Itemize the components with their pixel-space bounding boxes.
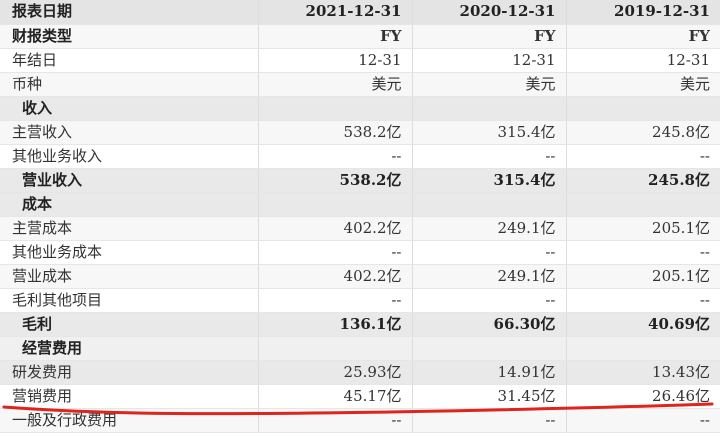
cell-value: FY: [566, 24, 720, 49]
cell-value: [412, 336, 567, 361]
table-row-year-end: 年结日 12-31 12-31 12-31: [0, 48, 720, 73]
cell-value: --: [566, 240, 720, 265]
cell-value: 245.8亿: [566, 120, 720, 145]
cell-value: [412, 192, 567, 217]
row-label: 营业收入: [0, 168, 259, 193]
cell-value: 402.2亿: [258, 264, 413, 289]
header-col-2020[interactable]: 2020-12-31: [412, 0, 567, 25]
cell-value: [258, 192, 413, 217]
cell-value: 25.93亿: [258, 360, 413, 385]
cell-value: 205.1亿: [566, 216, 720, 241]
cell-value: 美元: [412, 72, 567, 97]
cell-value: --: [412, 240, 567, 265]
cell-value: 12-31: [412, 48, 567, 73]
table-row-marketing-expense: 营销费用 45.17亿 31.45亿 26.46亿: [0, 384, 720, 409]
cell-value: --: [258, 408, 413, 433]
cell-value: --: [412, 288, 567, 313]
table-row-operating-cost: 营业成本 402.2亿 249.1亿 205.1亿: [0, 264, 720, 289]
header-col-2021[interactable]: 2021-12-31: [258, 0, 413, 25]
section-row-cost: 成本: [0, 192, 720, 217]
section-label: 收入: [0, 96, 259, 121]
table-row-ga-expense: 一般及行政费用 -- -- --: [0, 408, 720, 433]
cell-value: [258, 336, 413, 361]
cell-value: [412, 96, 567, 121]
row-label: 其他业务收入: [0, 144, 259, 169]
table-row-currency: 币种 美元 美元 美元: [0, 72, 720, 97]
cell-value: 136.1亿: [258, 312, 413, 337]
cell-value: 美元: [258, 72, 413, 97]
table-row-other-cost: 其他业务成本 -- -- --: [0, 240, 720, 265]
cell-value: --: [258, 288, 413, 313]
header-label: 报表日期: [0, 0, 259, 25]
table-row-gross-profit: 毛利 136.1亿 66.30亿 40.69亿: [0, 312, 720, 337]
cell-value: 315.4亿: [412, 168, 567, 193]
section-row-revenue: 收入: [0, 96, 720, 121]
cell-value: FY: [258, 24, 413, 49]
table-row-other-revenue: 其他业务收入 -- -- --: [0, 144, 720, 169]
table-row-operating-revenue: 营业收入 538.2亿 315.4亿 245.8亿: [0, 168, 720, 193]
cell-value: [258, 96, 413, 121]
cell-value: 538.2亿: [258, 120, 413, 145]
cell-value: --: [258, 240, 413, 265]
section-label: 成本: [0, 192, 259, 217]
cell-value: 315.4亿: [412, 120, 567, 145]
cell-value: 402.2亿: [258, 216, 413, 241]
row-label: 营业成本: [0, 264, 259, 289]
cell-value: [566, 336, 720, 361]
cell-value: 66.30亿: [412, 312, 567, 337]
cell-value: 249.1亿: [412, 264, 567, 289]
row-label: 主营收入: [0, 120, 259, 145]
cell-value: [566, 96, 720, 121]
header-col-2019[interactable]: 2019-12-31: [566, 0, 720, 25]
cell-value: 249.1亿: [412, 216, 567, 241]
cell-value: --: [258, 144, 413, 169]
table-row-main-cost: 主营成本 402.2亿 249.1亿 205.1亿: [0, 216, 720, 241]
row-label: 毛利: [0, 312, 259, 337]
cell-value: 31.45亿: [412, 384, 567, 409]
table-row-report-type: 财报类型 FY FY FY: [0, 24, 720, 49]
cell-value: --: [566, 144, 720, 169]
table-row-gross-profit-other: 毛利其他项目 -- -- --: [0, 288, 720, 313]
table-row-rd-expense: 研发费用 25.93亿 14.91亿 13.43亿: [0, 360, 720, 385]
row-label: 财报类型: [0, 24, 259, 49]
cell-value: [566, 192, 720, 217]
cell-value: 40.69亿: [566, 312, 720, 337]
cell-value: 45.17亿: [258, 384, 413, 409]
row-label: 一般及行政费用: [0, 408, 259, 433]
row-label: 研发费用: [0, 360, 259, 385]
row-label: 其他业务成本: [0, 240, 259, 265]
cell-value: 美元: [566, 72, 720, 97]
cell-value: --: [566, 288, 720, 313]
cell-value: 14.91亿: [412, 360, 567, 385]
section-row-operating-expenses: 经营费用: [0, 336, 720, 361]
cell-value: 13.43亿: [566, 360, 720, 385]
cell-value: --: [412, 408, 567, 433]
row-label: 主营成本: [0, 216, 259, 241]
cell-value: FY: [412, 24, 567, 49]
table-row-main-revenue: 主营收入 538.2亿 315.4亿 245.8亿: [0, 120, 720, 145]
cell-value: 245.8亿: [566, 168, 720, 193]
section-label: 经营费用: [0, 336, 259, 361]
cell-value: --: [566, 408, 720, 433]
cell-value: 12-31: [566, 48, 720, 73]
cell-value: 205.1亿: [566, 264, 720, 289]
row-label: 营销费用: [0, 384, 259, 409]
row-label: 年结日: [0, 48, 259, 73]
cell-value: --: [412, 144, 567, 169]
row-label: 毛利其他项目: [0, 288, 259, 313]
table-header-row: 报表日期 2021-12-31 2020-12-31 2019-12-31: [0, 0, 720, 25]
cell-value: 26.46亿: [566, 384, 720, 409]
row-label: 币种: [0, 72, 259, 97]
cell-value: 12-31: [258, 48, 413, 73]
cell-value: 538.2亿: [258, 168, 413, 193]
